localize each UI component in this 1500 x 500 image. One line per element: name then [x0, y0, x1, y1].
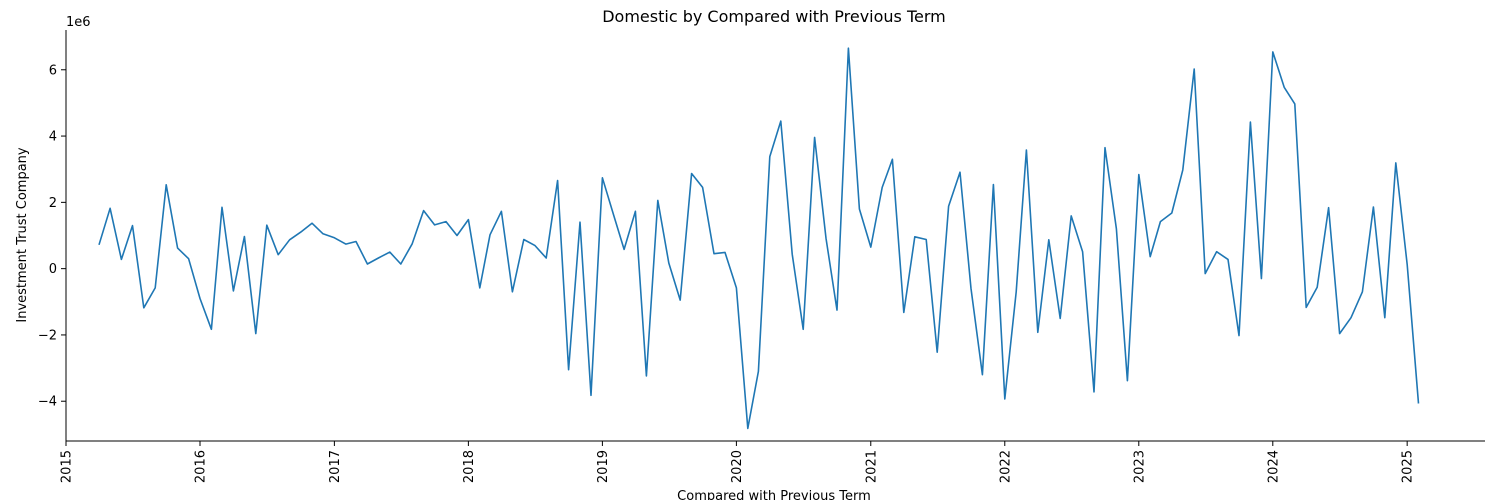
x-tick-label: 2024	[1266, 450, 1281, 483]
y-tick-label: −2	[38, 328, 57, 343]
series-line	[98, 47, 1420, 430]
chart-title: Domestic by Compared with Previous Term	[602, 7, 946, 26]
y-tick-label: 0	[49, 262, 57, 277]
x-axis-label: Compared with Previous Term	[677, 489, 871, 500]
x-tick-label: 2023	[1132, 450, 1147, 483]
x-tick-label: 2021	[864, 450, 879, 483]
x-tick-label: 2022	[998, 450, 1013, 483]
y-tick-label: 6	[49, 63, 57, 78]
x-tick-label: 2020	[730, 450, 745, 483]
y-axis-label: Investment Trust Company	[15, 147, 30, 323]
y-offset-label: 1e6	[66, 15, 91, 30]
x-tick-label: 2018	[462, 450, 477, 483]
x-tick-label: 2015	[60, 450, 75, 483]
x-axis: 2015 2016 2017 2018 2019 2020 2021 2022 2023 2024…	[60, 441, 1416, 483]
x-tick-label: 2019	[596, 450, 611, 483]
y-tick-label: 2	[49, 196, 57, 211]
y-tick-label: −4	[38, 395, 57, 410]
x-tick-label: 2016	[194, 450, 209, 483]
y-tick-label: 4	[49, 130, 57, 145]
x-tick-label: 2017	[328, 450, 343, 483]
x-tick-label: 2025	[1401, 450, 1416, 483]
y-axis: −4 −2 0 2 4 6	[38, 63, 66, 410]
